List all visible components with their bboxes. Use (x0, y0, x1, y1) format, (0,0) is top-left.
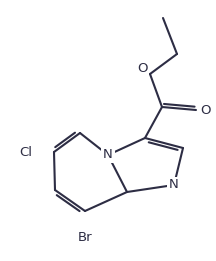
Text: Cl: Cl (19, 145, 32, 158)
Text: O: O (137, 62, 147, 74)
Text: N: N (169, 179, 179, 192)
Text: O: O (200, 104, 211, 116)
Text: N: N (103, 149, 113, 162)
Text: Br: Br (78, 231, 92, 244)
